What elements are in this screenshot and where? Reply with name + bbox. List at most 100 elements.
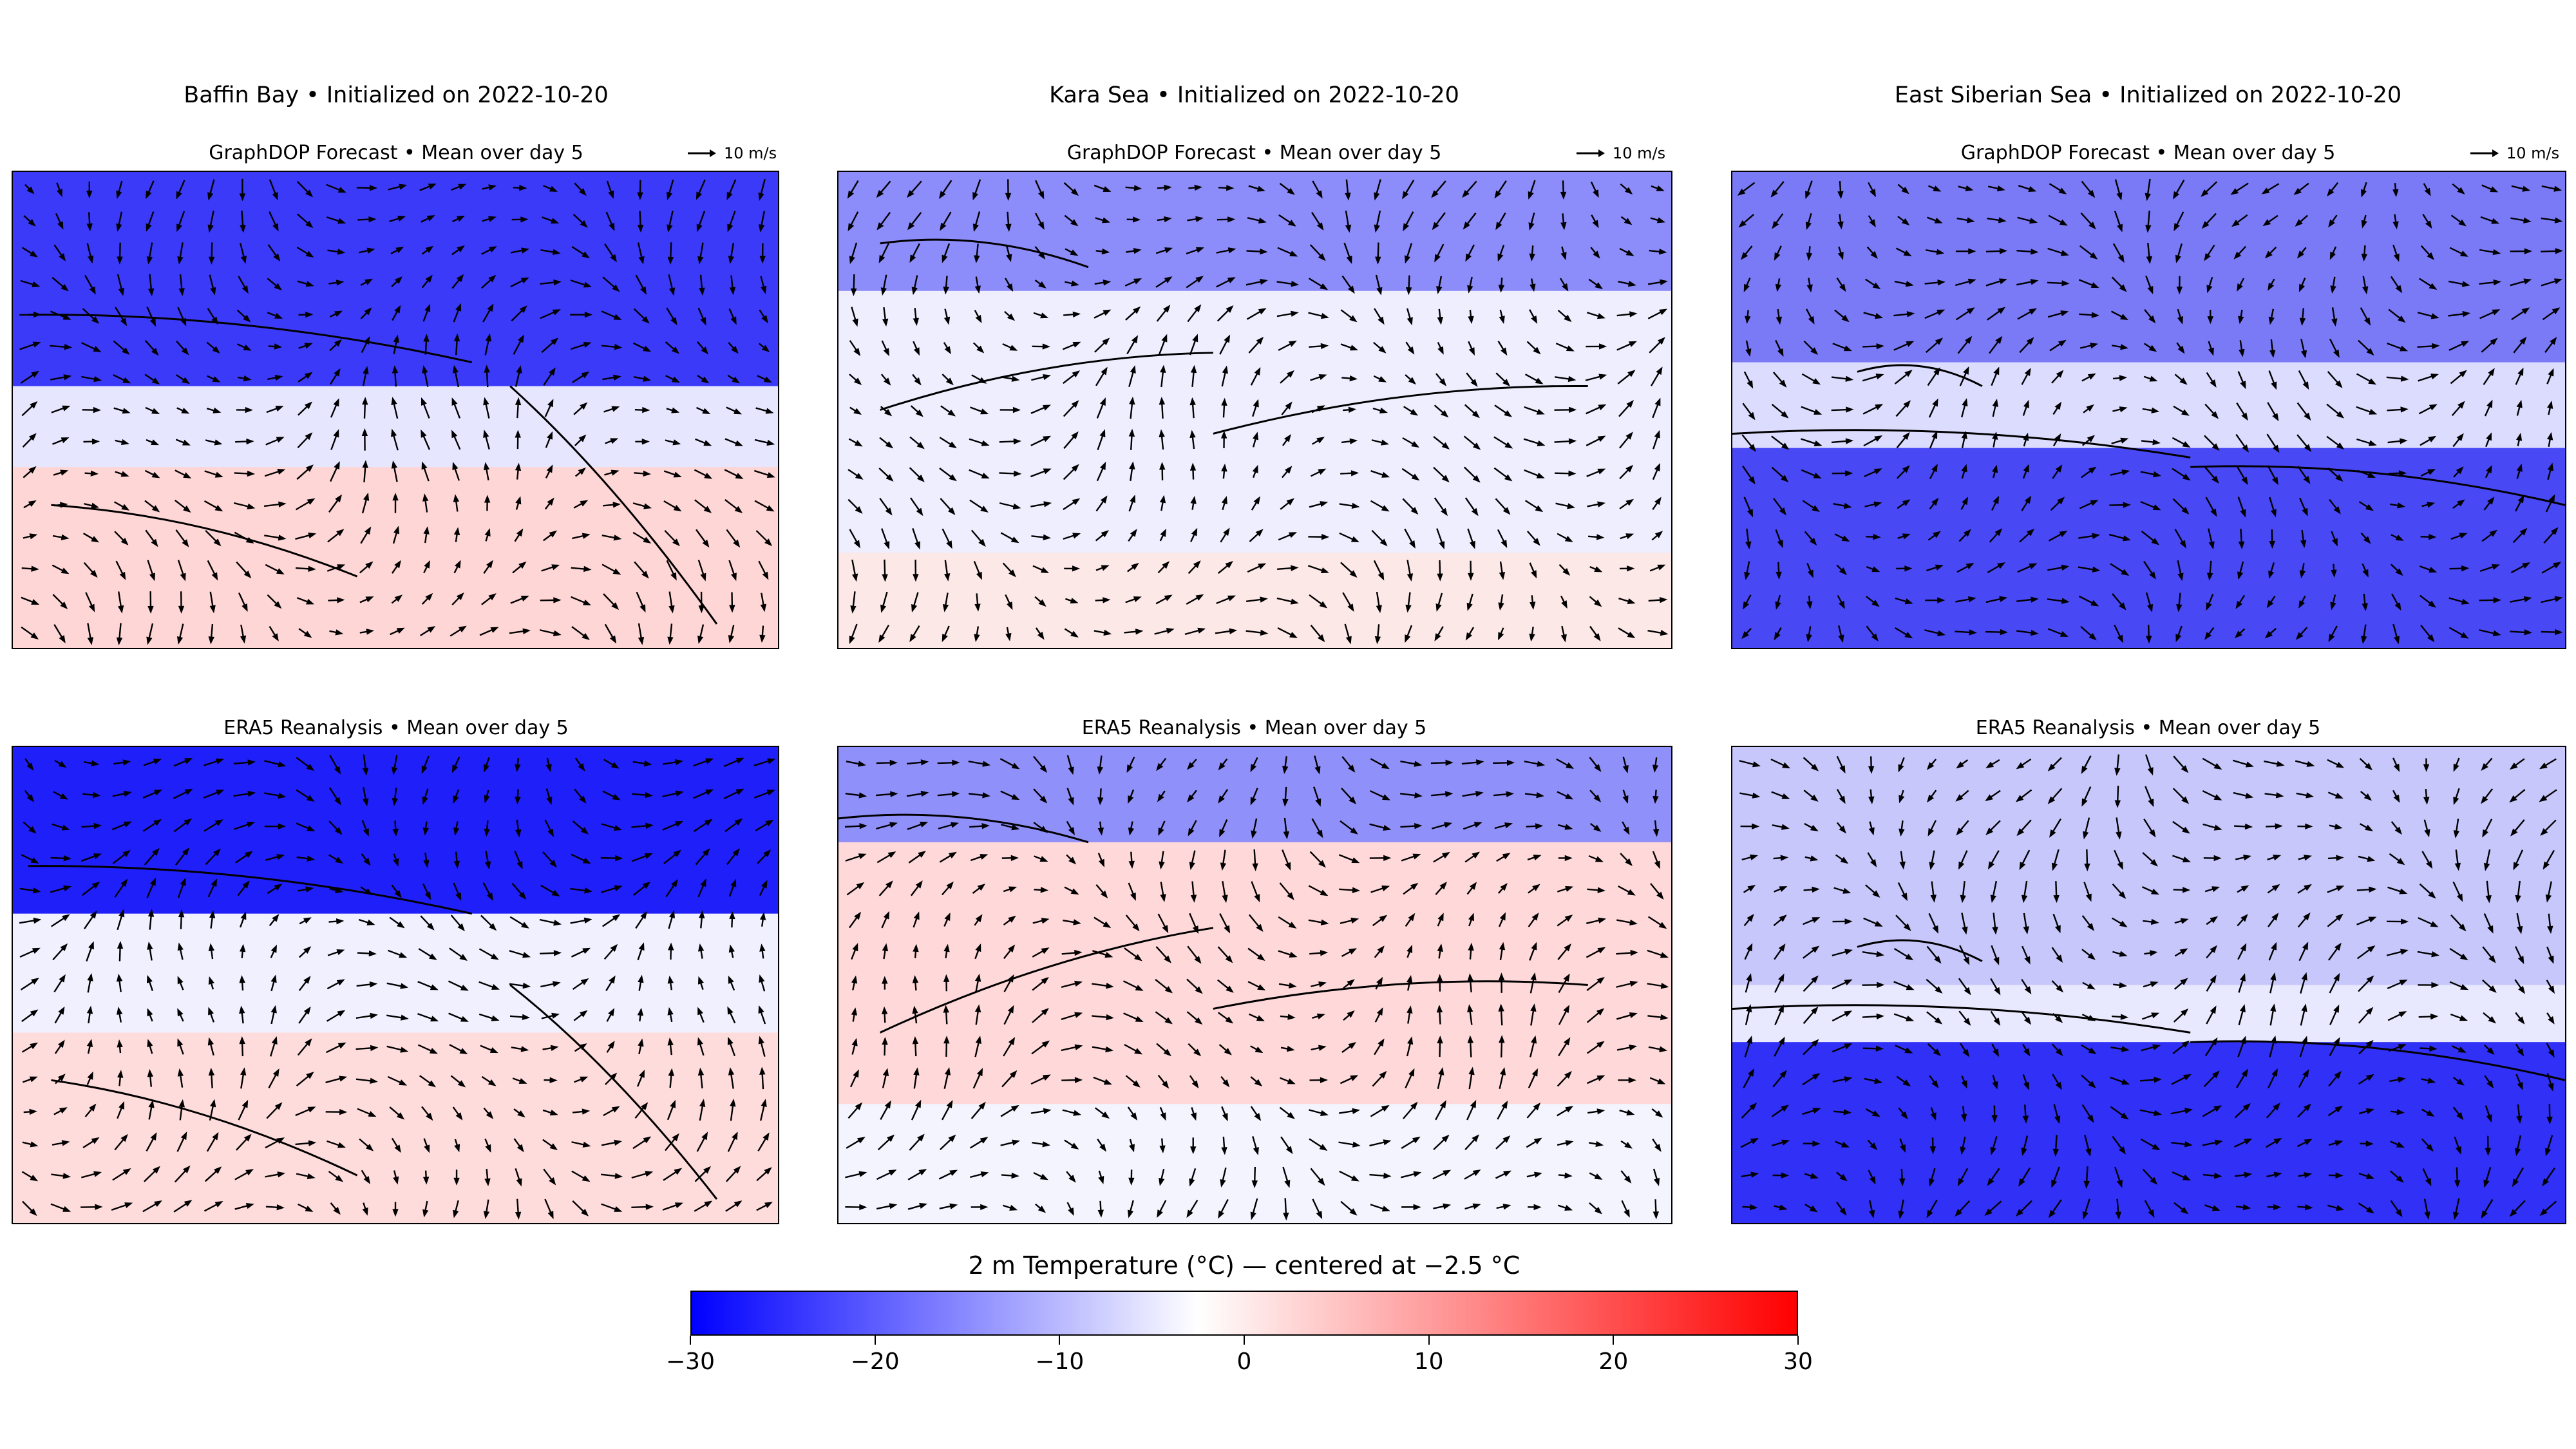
wind-arrow [1095, 597, 1111, 603]
wind-arrow [1985, 820, 2001, 835]
wind-arrow [147, 591, 154, 614]
wind-arrow [2141, 439, 2161, 446]
wind-arrow [570, 887, 592, 894]
wind-arrow [1063, 311, 1081, 317]
wind-arrow [2206, 916, 2219, 925]
wind-arrow [2331, 564, 2337, 578]
wind-arrow [53, 1107, 68, 1115]
wind-arrow [511, 1046, 529, 1052]
wind-arrow [2234, 823, 2253, 830]
wind-arrow [2174, 948, 2188, 957]
wind-arrow [1344, 623, 1352, 645]
wind-arrow [573, 213, 588, 228]
wind-arrow [1003, 1037, 1016, 1057]
wind-arrow [1867, 1139, 1878, 1151]
wind-arrow [50, 855, 71, 862]
wind-arrow [1465, 627, 1475, 641]
wind-arrow [2361, 624, 2367, 644]
wind-arrow [1250, 367, 1261, 386]
wind-arrow [2358, 855, 2376, 862]
wind-arrow [1125, 596, 1142, 603]
wind-arrow [1245, 596, 1268, 603]
wind-arrow [1653, 1199, 1660, 1220]
wind-arrow [572, 820, 589, 835]
wind-arrow [2268, 913, 2279, 927]
wind-arrow [1282, 1166, 1291, 1188]
wind-arrow [236, 406, 253, 413]
wind-arrow [1468, 341, 1475, 356]
wind-arrow [24, 184, 35, 194]
wind-arrow [906, 180, 922, 198]
wind-arrow [2358, 1172, 2375, 1179]
wind-arrow [1652, 1139, 1662, 1152]
wind-arrow [937, 791, 960, 797]
wind-arrow [1401, 468, 1420, 481]
wind-arrow [2421, 1077, 2436, 1084]
wind-arrow [1061, 1077, 1083, 1083]
wind-arrow [1836, 788, 1846, 804]
wind-arrow [2452, 1077, 2465, 1086]
wind-arrow [1959, 366, 1969, 386]
wind-arrow [116, 211, 123, 232]
wind-arrow [1159, 528, 1166, 542]
wind-arrow [145, 529, 158, 547]
wind-arrow [1985, 278, 2007, 287]
wind-arrow [758, 1036, 766, 1057]
wind-arrow [1095, 530, 1109, 542]
wind-arrow [357, 950, 377, 957]
colorbar-tick [874, 1336, 876, 1345]
wind-arrow [1372, 1070, 1387, 1087]
wind-arrow [2264, 247, 2277, 259]
wind-arrow [1345, 179, 1351, 201]
wind-arrow [2204, 403, 2219, 419]
wind-arrow [176, 211, 185, 232]
wind-arrow [84, 1103, 97, 1117]
wind-arrow [1222, 880, 1228, 904]
wind-arrow [637, 180, 643, 200]
wind-arrow [2358, 1007, 2374, 1024]
wind-arrow [1560, 625, 1567, 643]
wind-arrow [177, 242, 184, 265]
wind-arrow [298, 946, 312, 958]
wind-arrow [1991, 945, 2000, 965]
wind-arrow [417, 1012, 439, 1022]
wind-arrow [1033, 788, 1048, 804]
wind-arrow [1340, 820, 1358, 835]
wind-arrow [2174, 918, 2189, 924]
wind-arrow [665, 375, 680, 383]
wind-arrow [1369, 1139, 1392, 1147]
wind-arrow [85, 592, 95, 612]
wind-arrow [2389, 502, 2405, 509]
wind-arrow [1003, 1005, 1014, 1025]
wind-arrow [1959, 945, 1970, 965]
wind-arrow [1311, 437, 1325, 445]
wind-arrow [515, 789, 521, 805]
wind-arrow [2481, 337, 2498, 353]
wind-arrow [115, 307, 128, 327]
wind-arrow [1124, 947, 1142, 961]
wind-arrow [1432, 822, 1453, 829]
wind-arrow [2329, 338, 2340, 358]
wind-arrow [697, 1067, 705, 1089]
wind-arrow [1406, 560, 1414, 582]
wind-arrow [1005, 594, 1013, 611]
wind-arrow [50, 310, 71, 320]
wind-arrow [2390, 1200, 2403, 1218]
region-title-east-siberian: East Siberian Sea • Initialized on 2022-… [1894, 82, 2402, 108]
wind-arrow [2510, 278, 2532, 287]
wind-arrow [1985, 596, 2008, 603]
wind-arrow [663, 500, 682, 512]
wind-arrow [2327, 1105, 2343, 1117]
wind-arrow [727, 374, 741, 384]
wind-arrow [1929, 497, 1939, 509]
wind-arrow [758, 178, 766, 201]
coastline [838, 813, 1089, 844]
wind-arrow [1004, 310, 1016, 321]
wind-arrow [1960, 497, 1969, 510]
wind-arrow [540, 950, 562, 956]
temperature-band [1732, 362, 2565, 449]
wind-arrow [2453, 1198, 2460, 1220]
wind-arrow [2420, 469, 2436, 477]
wind-arrow [2387, 886, 2408, 895]
wind-arrow [1743, 1068, 1754, 1089]
